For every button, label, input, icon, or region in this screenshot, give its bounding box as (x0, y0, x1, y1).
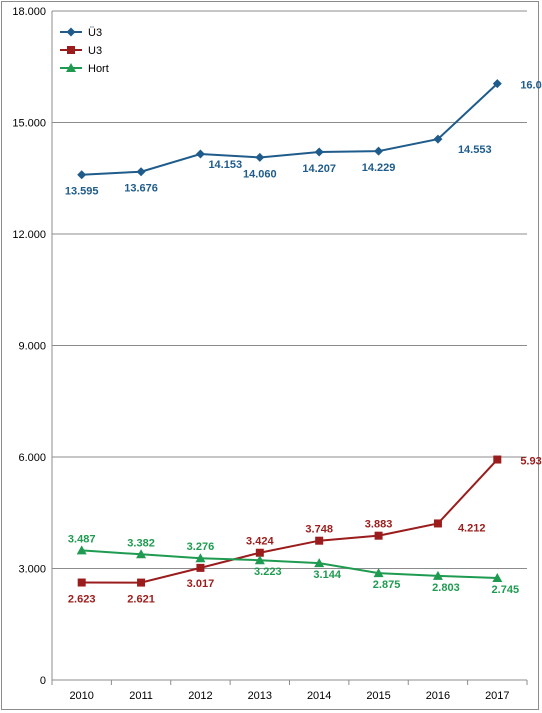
data-label: 2.623 (68, 594, 96, 606)
data-point (374, 531, 383, 540)
data-label: 14.207 (302, 163, 336, 175)
x-tick-label: 2015 (366, 690, 390, 702)
y-tick-label: 12.000 (12, 229, 46, 241)
data-label: 3.424 (246, 536, 274, 548)
data-point (77, 170, 87, 180)
data-point (374, 146, 384, 156)
legend-label: Ü3 (88, 27, 102, 39)
data-label: 14.229 (362, 162, 396, 174)
data-label: 2.621 (127, 594, 155, 606)
data-label: 13.676 (124, 183, 158, 195)
data-point (195, 553, 206, 563)
data-point (314, 147, 324, 157)
data-label: 2.745 (492, 584, 520, 596)
y-tick-label: 15.000 (12, 118, 46, 130)
data-label: 3.487 (68, 533, 96, 545)
data-point (136, 549, 147, 559)
data-label: 3.382 (127, 537, 155, 549)
series-line (81, 549, 498, 579)
x-tick-label: 2016 (426, 690, 450, 702)
data-label: 14.553 (458, 144, 492, 156)
x-tick-label: 2011 (129, 690, 153, 702)
x-tick-label: 2014 (307, 690, 331, 702)
legend-label: U3 (88, 45, 102, 57)
data-label: 3.017 (187, 578, 215, 590)
legend-label: Hort (88, 63, 109, 75)
data-label: 3.883 (365, 519, 393, 531)
data-point (254, 555, 265, 565)
data-label: 16.046 (520, 80, 542, 92)
data-point (492, 79, 502, 89)
data-point (255, 152, 265, 162)
x-tick-label: 2017 (485, 690, 509, 702)
data-label: 3.144 (313, 569, 341, 581)
data-label: 2.803 (432, 582, 460, 594)
data-label: 14.153 (208, 159, 242, 171)
data-label: 14.060 (243, 168, 277, 180)
x-tick-label: 2012 (188, 690, 212, 702)
data-label: 4.212 (458, 522, 486, 534)
data-point (373, 568, 384, 578)
data-label: 2.875 (373, 579, 401, 591)
data-point (314, 558, 325, 568)
legend-marker (67, 46, 75, 54)
data-label: 13.595 (65, 186, 99, 198)
data-point (255, 548, 264, 557)
data-point (195, 149, 205, 159)
data-point (492, 572, 503, 582)
data-point (76, 545, 87, 555)
data-point (196, 563, 205, 572)
data-label: 3.276 (187, 541, 215, 553)
legend-marker (66, 63, 76, 72)
data-point (77, 578, 86, 587)
y-tick-label: 18.000 (12, 6, 46, 18)
data-point (433, 134, 443, 144)
y-tick-label: 0 (40, 675, 46, 687)
data-point (493, 455, 502, 464)
data-point (432, 570, 443, 580)
data-point (433, 519, 442, 528)
y-tick-label: 9.000 (18, 341, 46, 353)
x-tick-label: 2010 (69, 690, 93, 702)
data-point (137, 578, 146, 587)
y-tick-label: 3.000 (18, 564, 46, 576)
series-line (81, 458, 499, 584)
data-point (315, 536, 324, 545)
data-point (136, 167, 146, 177)
legend-marker (66, 27, 76, 37)
x-tick-label: 2013 (248, 690, 272, 702)
data-label: 5.932 (520, 456, 542, 468)
data-label: 3.223 (254, 566, 282, 578)
series-line (81, 82, 498, 176)
data-label: 3.748 (305, 524, 333, 536)
y-tick-label: 6.000 (18, 452, 46, 464)
